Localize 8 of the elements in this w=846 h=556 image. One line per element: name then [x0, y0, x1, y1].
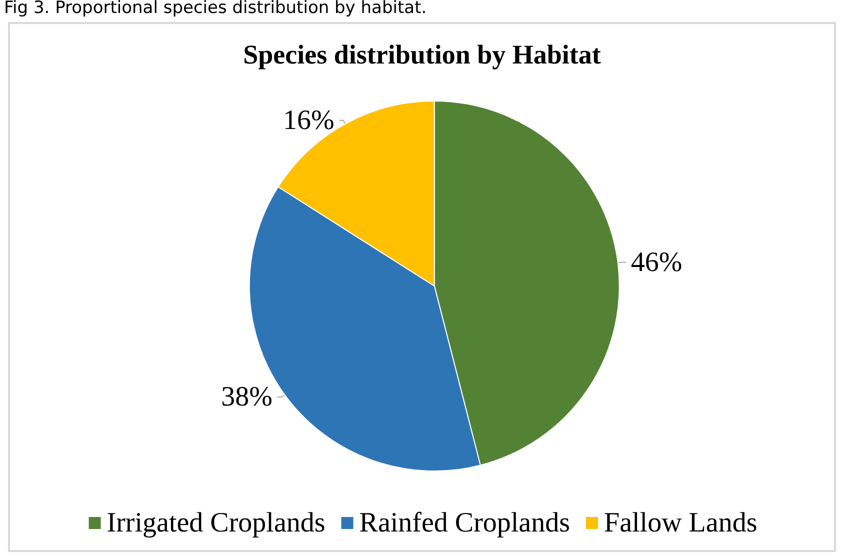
chart-title: Species distribution by Habitat: [243, 40, 601, 70]
legend-label: Irrigated Croplands: [106, 508, 326, 538]
data-label: 16%: [282, 104, 334, 136]
data-label: 38%: [221, 382, 272, 413]
data-label: 46%: [630, 246, 682, 278]
legend-label: Rainfed Croplands: [359, 508, 570, 538]
legend-label: Fallow Lands: [604, 508, 758, 538]
caption: Fig 3. Proportional species distribution by habitat.: [4, 0, 427, 18]
